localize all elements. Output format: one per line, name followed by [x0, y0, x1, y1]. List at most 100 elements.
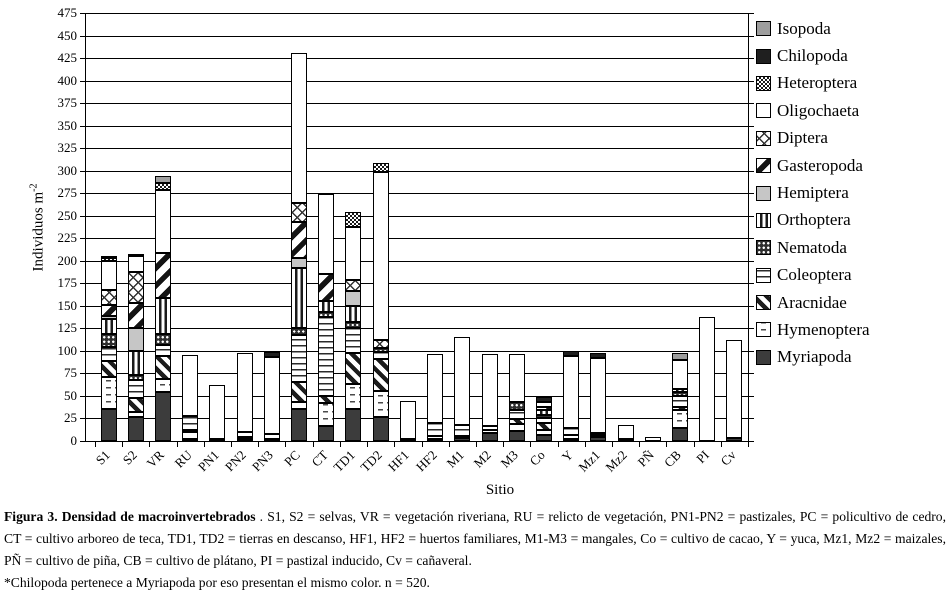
bar-segment-gasteropoda — [535, 407, 552, 410]
bar-VR — [155, 176, 172, 441]
bar-segment-myriapoda — [372, 417, 389, 441]
bar-segment-oligochaeta — [236, 353, 253, 432]
x-tick — [639, 442, 641, 447]
bar-segment-nematoda — [155, 334, 172, 345]
x-tick — [394, 442, 396, 447]
gridline — [80, 13, 754, 14]
bar-segment-isopoda — [155, 176, 172, 183]
legend-swatch-chilopoda — [756, 48, 771, 64]
bar-PN3 — [263, 352, 280, 441]
y-tick-label: 175 — [57, 275, 78, 291]
y-tick-label: 425 — [57, 50, 78, 66]
y-tick-label: 100 — [57, 342, 78, 358]
bar-segment-gasteropoda — [155, 253, 172, 298]
caption-figure-label: Figura 3. Densidad de macroinvertebrados — [4, 509, 256, 524]
bar-segment-oligochaeta — [127, 256, 144, 272]
x-tick — [530, 442, 532, 447]
x-tick — [748, 442, 749, 447]
bar-segment-nematoda — [100, 334, 117, 347]
legend-label: Nematoda — [777, 237, 847, 257]
bar-segment-hemiptera — [127, 328, 144, 351]
bar-segment-aracnidae — [100, 361, 117, 377]
bar-segment-hymenoptera — [454, 436, 471, 438]
legend-item-oligochaeta: Oligochaeta — [756, 97, 870, 124]
gridline — [80, 58, 754, 60]
gridline — [80, 193, 754, 195]
bar-Co — [535, 397, 552, 441]
bar-M1 — [454, 337, 471, 441]
bar-segment-coleoptera — [127, 380, 144, 398]
legend-item-hemiptera: Hemiptera — [756, 179, 870, 206]
legend-swatch-hymenoptera — [756, 322, 771, 338]
bar-segment-oligochaeta — [182, 355, 199, 416]
gridline — [80, 148, 754, 150]
bar-segment-heteroptera — [155, 183, 172, 190]
y-tick-label: 275 — [57, 185, 78, 201]
caption: Figura 3. Densidad de macroinvertebrados… — [4, 506, 946, 594]
x-tick — [122, 442, 124, 447]
bar-segment-hymenoptera — [345, 384, 362, 409]
bar-segment-nematoda — [508, 402, 525, 410]
bar-segment-isopoda — [671, 353, 688, 360]
bar-segment-hymenoptera — [236, 437, 253, 439]
bar-segment-aracnidae — [372, 359, 389, 391]
bar-segment-orthoptera — [155, 298, 172, 334]
bar-segment-oligochaeta — [209, 385, 226, 439]
gridline — [80, 373, 754, 375]
bar-segment-gasteropoda — [127, 303, 144, 328]
bar-segment-aracnidae — [508, 419, 525, 424]
bar-segment-nematoda — [671, 392, 688, 396]
bar-segment-coleoptera — [345, 328, 362, 353]
bar-segment-oligochaeta — [345, 227, 362, 280]
x-tick — [95, 442, 96, 447]
bar-segment-oligochaeta — [481, 354, 498, 426]
gridline — [80, 395, 754, 397]
bar-RU — [182, 355, 199, 441]
axis-right — [748, 13, 749, 441]
bar-Mz2 — [617, 425, 634, 441]
bar-segment-oligochaeta — [263, 357, 280, 434]
x-tick — [557, 442, 559, 447]
bar-segment-orthoptera — [100, 319, 117, 334]
bar-segment-oligochaeta — [535, 402, 552, 407]
bar-segment-aracnidae — [671, 407, 688, 410]
bar-segment-aracnidae — [127, 398, 144, 412]
x-tick — [203, 442, 205, 447]
y-tick-label: 350 — [57, 117, 78, 133]
bar-HF1 — [399, 401, 416, 441]
legend-swatch-diptera — [756, 130, 771, 146]
bar-segment-hymenoptera — [127, 412, 144, 417]
y-tick-label: 200 — [57, 252, 78, 268]
legend-swatch-hemiptera — [756, 185, 771, 201]
caption-text: . S1, S2 = selvas, VR = vegetación river… — [4, 509, 946, 568]
bar-segment-diptera — [291, 203, 308, 222]
legend-label: Diptera — [777, 128, 828, 148]
bar-segment-chilopoda — [100, 256, 117, 258]
bar-segment-oligochaeta — [399, 401, 416, 439]
bar-segment-hemiptera — [100, 316, 117, 319]
bar-segment-heteroptera — [345, 212, 362, 227]
legend-label: Hemiptera — [777, 183, 849, 203]
bar-segment-hymenoptera — [427, 436, 444, 439]
bar-segment-orthoptera — [318, 301, 335, 312]
bar-segment-aracnidae — [318, 396, 335, 403]
legend-swatch-gasteropoda — [756, 158, 771, 174]
y-tick-label: 450 — [57, 27, 78, 43]
x-tick — [475, 442, 477, 447]
bar-segment-hymenoptera — [671, 410, 688, 428]
bar-segment-diptera — [372, 340, 389, 348]
bar-segment-aracnidae — [182, 430, 199, 432]
bar-segment-myriapoda — [236, 439, 253, 441]
bar-segment-oligochaeta — [155, 190, 172, 253]
bar-segment-hymenoptera — [481, 430, 498, 433]
bar-segment-oligochaeta — [508, 354, 525, 402]
bar-segment-myriapoda — [155, 392, 172, 441]
legend-label: Oligochaeta — [777, 100, 860, 120]
bar-segment-hymenoptera — [100, 377, 117, 409]
bar-segment-myriapoda — [209, 439, 226, 441]
y-tick-label: 225 — [57, 230, 78, 246]
bar-segment-orthoptera — [535, 410, 552, 415]
plot-area: 0 25 50 75 100 125 150 175 200 225 250 275 300 325 350… — [58, 6, 754, 475]
x-tick — [176, 442, 178, 447]
